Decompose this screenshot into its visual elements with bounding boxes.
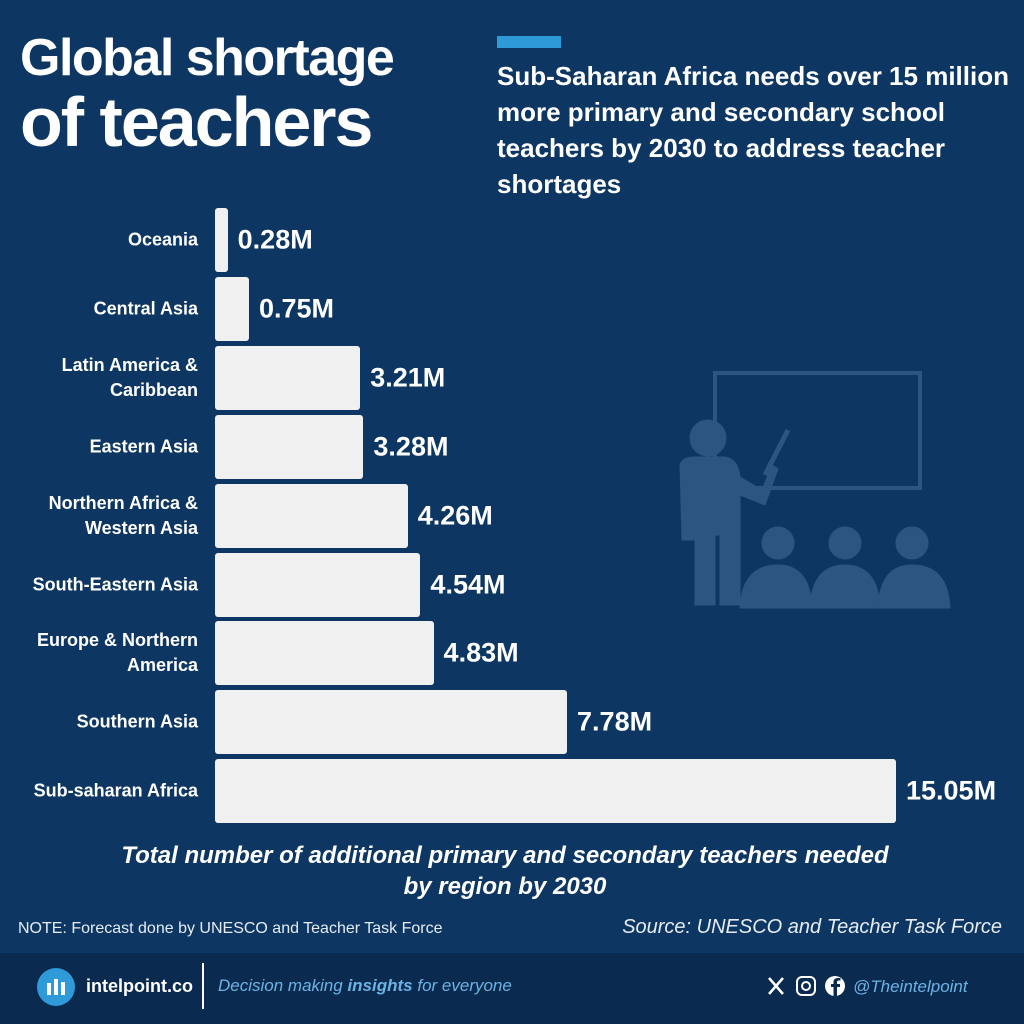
tagline: Decision making insights for everyone — [218, 976, 512, 996]
bar — [215, 759, 896, 824]
bar — [215, 414, 364, 479]
caption: Total number of additional primary and s… — [0, 840, 1010, 902]
social-icons[interactable] — [766, 975, 850, 997]
value-label: 7.78M — [577, 706, 653, 737]
value-label: 0.75M — [258, 293, 334, 324]
accent-bar — [497, 36, 561, 48]
brand: intelpoint.co — [86, 976, 193, 996]
handle[interactable]: @Theintelpoint — [853, 977, 968, 996]
bar — [215, 276, 249, 341]
subtitle: Sub-Saharan Africa needs over 15 million… — [497, 61, 1009, 199]
bar — [215, 483, 408, 548]
bar — [215, 621, 434, 686]
category-label: Central Asia — [93, 298, 198, 319]
value-label: 15.05M — [906, 775, 997, 806]
value-label: 4.26M — [417, 500, 493, 531]
divider — [202, 963, 204, 1009]
title-line: Global shortage — [20, 29, 395, 87]
footer: intelpoint.co Decision making insights f… — [0, 953, 1024, 1024]
category-label: South-Eastern Asia — [32, 574, 198, 594]
title-line: of teachers — [20, 83, 373, 161]
value-label: 3.21M — [370, 362, 446, 393]
value-label: 4.54M — [430, 569, 506, 599]
tagline-part: Decision making — [218, 976, 348, 995]
value-label: 0.28M — [237, 224, 313, 255]
tagline-emphasis: insights — [347, 976, 413, 995]
category-label: Europe & Northern America — [36, 630, 198, 676]
category-label: Oceania — [127, 229, 198, 250]
caption-text: Total number of additional primary and s… — [121, 842, 889, 900]
tagline-part: for everyone — [412, 976, 512, 995]
logo — [37, 968, 75, 1006]
bar — [215, 552, 421, 617]
category-label: Northern Africa & Western Asia — [48, 492, 198, 538]
teacher-icon — [679, 371, 951, 609]
bar — [215, 345, 361, 410]
source: Source: UNESCO and Teacher Task Force — [622, 916, 1002, 938]
category-label: Southern Asia — [76, 711, 198, 732]
value-label: 3.28M — [373, 431, 449, 462]
value-label: 4.83M — [443, 637, 519, 668]
bar — [215, 208, 228, 272]
note: NOTE: Forecast done by UNESCO and Teache… — [18, 920, 443, 937]
category-label: Latin America & Caribbean — [61, 354, 198, 400]
category-label: Eastern Asia — [89, 436, 198, 457]
bar — [215, 690, 568, 755]
category-label: Sub-saharan Africa — [33, 780, 198, 801]
